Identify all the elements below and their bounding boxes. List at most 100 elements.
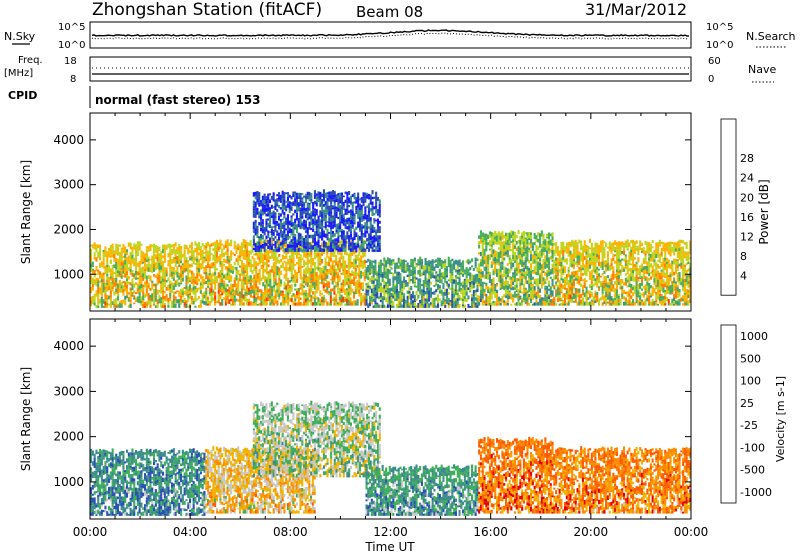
echo-cell <box>488 287 491 292</box>
echo-cell <box>483 260 486 265</box>
echo-cell <box>153 283 156 287</box>
echo-cell <box>546 302 549 306</box>
echo-cell <box>144 284 147 288</box>
echo-cell <box>142 297 145 301</box>
echo-cell <box>262 264 265 268</box>
echo-cell <box>256 253 259 256</box>
echo-cell <box>551 263 554 268</box>
echo-cell <box>297 237 300 242</box>
echo-cell <box>111 249 114 252</box>
echo-cell <box>279 219 282 222</box>
echo-cell <box>447 291 450 295</box>
echo-cell <box>91 277 94 282</box>
echo-cell <box>290 202 293 205</box>
echo-cell <box>383 304 386 308</box>
echo-cell <box>433 304 436 308</box>
echo-cell <box>354 259 357 264</box>
echo-cell <box>223 288 226 294</box>
echo-cell <box>331 298 334 302</box>
echo-cell <box>196 253 199 256</box>
echo-cell <box>292 232 295 236</box>
echo-cell <box>428 295 431 300</box>
echo-cell <box>253 253 256 256</box>
echo-cell <box>478 297 481 302</box>
echo-cell <box>419 256 422 261</box>
echo-cell <box>420 272 423 277</box>
echo-cell <box>330 218 333 222</box>
echo-cell <box>162 290 165 293</box>
echo-cell <box>417 305 420 308</box>
echo-cell <box>163 295 166 300</box>
echo-cell <box>564 266 567 269</box>
echo-cell <box>181 265 184 268</box>
echo-cell <box>547 271 550 276</box>
echo-cell <box>169 269 172 272</box>
echo-cell <box>546 275 549 278</box>
echo-cell <box>246 288 249 293</box>
echo-cell <box>349 292 352 296</box>
echo-cell <box>357 221 360 225</box>
echo-cell <box>306 301 309 306</box>
echo-cell <box>363 301 366 306</box>
echo-cell <box>299 258 302 263</box>
echo-cell <box>169 262 172 265</box>
echo-cell <box>410 265 413 268</box>
echo-cell <box>224 291 227 296</box>
echo-cell <box>585 286 588 291</box>
echo-cell <box>574 243 577 248</box>
echo-cell <box>349 258 352 261</box>
echo-cell <box>496 262 499 265</box>
echo-cell <box>297 256 300 260</box>
echo-cell <box>219 257 222 262</box>
echo-cell <box>353 281 356 286</box>
echo-cell <box>356 288 359 292</box>
echo-cell <box>560 266 563 272</box>
echo-cell <box>90 267 93 272</box>
echo-cell <box>297 266 300 270</box>
echo-cell <box>444 301 447 305</box>
echo-cell <box>458 304 461 308</box>
echo-cell <box>556 268 559 271</box>
echo-cell <box>419 265 422 270</box>
echo-cell <box>315 276 318 280</box>
echo-cell <box>192 272 195 275</box>
echo-cell <box>526 248 529 253</box>
echo-cell <box>278 212 281 216</box>
echo-cell <box>109 272 112 277</box>
echo-cell <box>326 245 329 250</box>
echo-cell <box>299 236 302 240</box>
echo-cell <box>269 278 272 284</box>
echo-cell <box>501 257 504 260</box>
echo-cell <box>249 243 252 247</box>
echo-cell <box>471 277 474 281</box>
echo-cell <box>340 218 343 224</box>
echo-cell <box>194 295 197 300</box>
echo-cell <box>115 288 118 293</box>
echo-cell <box>156 273 159 277</box>
echo-cell <box>524 239 527 243</box>
echo-cell <box>574 271 577 275</box>
echo-cell <box>151 293 154 298</box>
echo-cell <box>210 279 213 284</box>
echo-cell <box>379 285 382 289</box>
echo-cell <box>481 301 484 306</box>
echo-cell <box>276 194 279 197</box>
echo-cell <box>276 300 279 303</box>
echo-cell <box>104 269 107 275</box>
echo-cell <box>369 244 372 249</box>
echo-cell <box>565 258 568 260</box>
echo-cell <box>351 220 354 225</box>
echo-cell <box>569 262 572 267</box>
echo-cell <box>378 209 381 214</box>
echo-cell <box>587 264 590 269</box>
echo-cell <box>567 294 570 297</box>
echo-cell <box>237 258 240 262</box>
echo-cell <box>104 297 107 299</box>
echo-cell <box>294 209 297 214</box>
echo-cell <box>183 299 186 303</box>
noise-left-tick-bottom: 10^0 <box>58 40 85 51</box>
echo-cell <box>292 259 295 263</box>
echo-cell <box>376 270 379 273</box>
echo-cell <box>304 302 307 306</box>
echo-cell <box>138 241 141 246</box>
